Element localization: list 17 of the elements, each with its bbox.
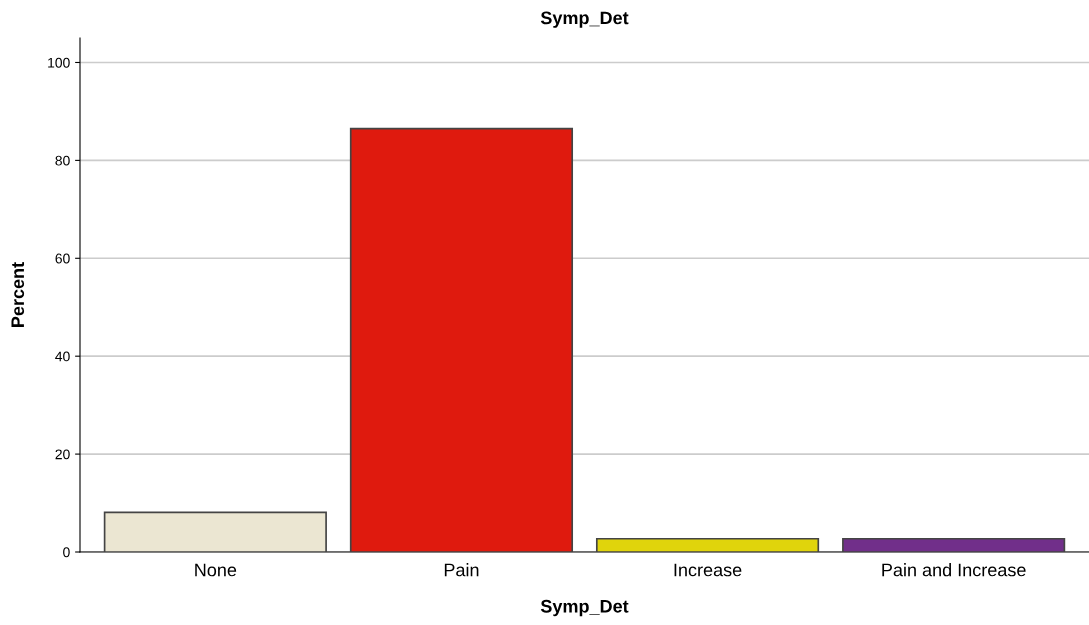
x-tick-label: Pain	[444, 563, 479, 577]
y-tick-label: 100	[48, 57, 70, 68]
x-tick-label: Pain and Increase	[882, 563, 1026, 577]
y-tick-label: 80	[55, 155, 70, 166]
bar	[842, 537, 1066, 552]
bar	[595, 537, 820, 552]
x-tick-label: Increase	[674, 563, 742, 577]
bar	[349, 127, 574, 552]
y-axis-title: Percent	[11, 262, 25, 327]
y-tick-label: 0	[63, 547, 70, 558]
y-tick-label: 60	[55, 253, 70, 264]
chart-title: Symp_Det	[540, 11, 629, 28]
bar	[103, 511, 327, 552]
y-tick-label: 20	[55, 449, 70, 460]
x-axis-title: Symp_Det	[540, 599, 629, 617]
x-tick-label: None	[195, 563, 237, 577]
y-tick-label: 40	[55, 351, 70, 362]
